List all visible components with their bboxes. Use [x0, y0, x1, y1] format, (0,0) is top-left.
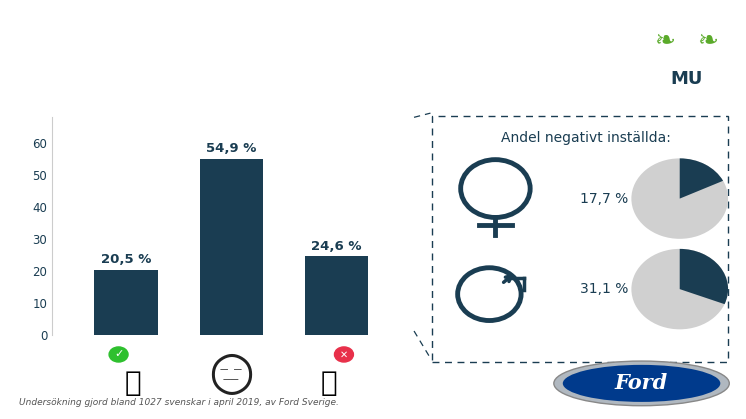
Text: ——: —— [223, 375, 239, 384]
Text: Andel negativt inställda:: Andel negativt inställda: [501, 131, 671, 145]
Text: ❧: ❧ [698, 29, 718, 53]
Text: 👎: 👎 [321, 369, 337, 397]
Circle shape [334, 347, 354, 362]
Circle shape [109, 347, 128, 362]
Text: 24,6 %: 24,6 % [311, 240, 362, 253]
Ellipse shape [562, 365, 721, 402]
Text: 54,9 %: 54,9 % [206, 142, 257, 155]
Wedge shape [680, 158, 723, 199]
Wedge shape [631, 158, 728, 239]
Text: 17,7 %: 17,7 % [580, 191, 628, 206]
Text: ✓: ✓ [114, 349, 123, 360]
Text: ○: ○ [208, 347, 254, 399]
Text: 31,1 %: 31,1 % [580, 282, 628, 296]
Ellipse shape [554, 361, 730, 406]
Bar [94, 269, 157, 335]
Text: 20,5 %: 20,5 % [101, 253, 151, 266]
Text: MU: MU [670, 70, 703, 88]
Bar [200, 159, 263, 335]
Text: ❧: ❧ [654, 29, 675, 53]
Text: —  —: — — [220, 365, 242, 374]
Wedge shape [631, 249, 728, 329]
Text: ✕: ✕ [340, 349, 348, 360]
Text: 👍: 👍 [125, 369, 142, 397]
Text: Ford: Ford [615, 373, 668, 393]
Bar [305, 256, 369, 335]
Text: Undersökning gjord bland 1027 svenskar i april 2019, av Ford Sverige.: Undersökning gjord bland 1027 svenskar i… [19, 398, 339, 407]
Wedge shape [680, 249, 728, 304]
Text: E85 som drivmedel?: E85 som drivmedel? [19, 34, 491, 75]
